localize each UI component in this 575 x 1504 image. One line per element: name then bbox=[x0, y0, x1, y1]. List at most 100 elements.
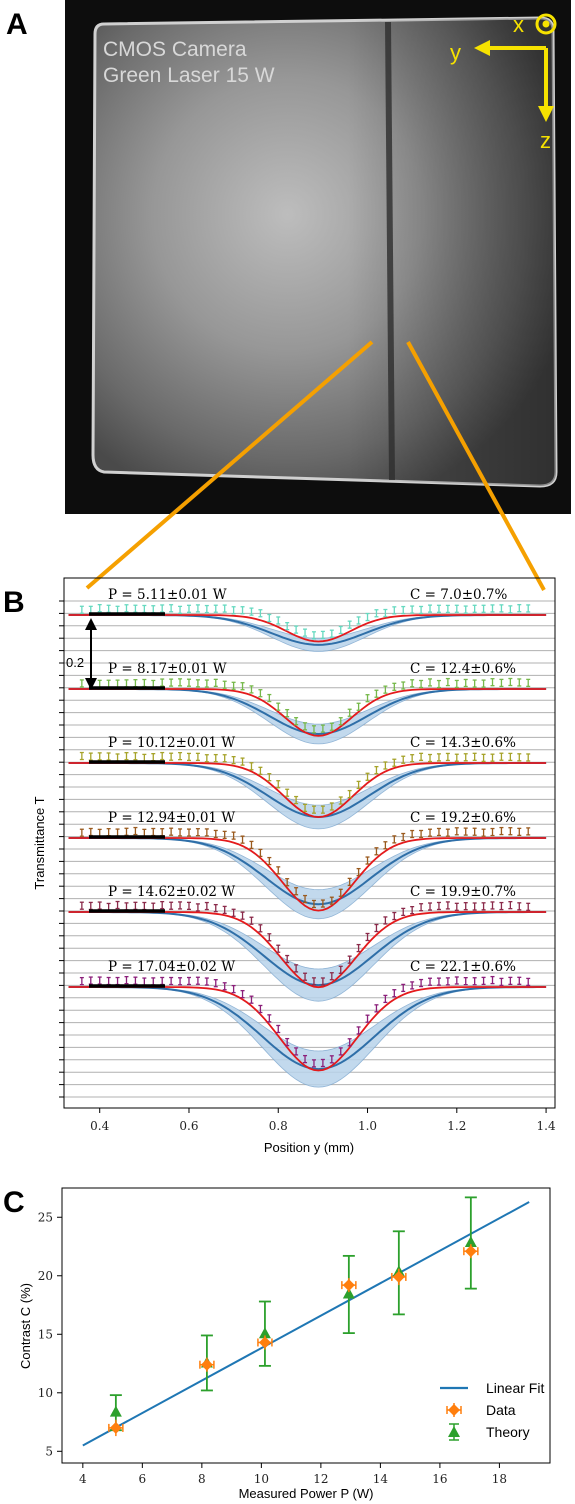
data-point bbox=[267, 856, 272, 866]
data-point bbox=[428, 604, 433, 613]
data-point bbox=[249, 685, 254, 694]
data-point bbox=[303, 972, 308, 981]
data-point bbox=[472, 604, 477, 613]
data-point bbox=[124, 902, 129, 911]
legend-linear-fit-label: Linear Fit bbox=[486, 1380, 544, 1396]
data-point bbox=[79, 751, 84, 761]
data-point bbox=[142, 678, 147, 688]
data-point bbox=[124, 975, 129, 985]
data-point bbox=[508, 605, 513, 614]
x-tick-label: 1.4 bbox=[537, 1119, 556, 1133]
data-point bbox=[222, 982, 227, 991]
data-point bbox=[311, 977, 316, 986]
data-point bbox=[303, 628, 308, 637]
data-point bbox=[311, 725, 316, 734]
data-point bbox=[97, 976, 102, 985]
contrast-label: C = 14.3±0.6% bbox=[410, 735, 516, 751]
data-point bbox=[481, 679, 486, 688]
data-point bbox=[79, 605, 84, 614]
data-point bbox=[338, 965, 343, 974]
data-point bbox=[454, 902, 459, 911]
data-point bbox=[267, 933, 272, 942]
power-label: P = 17.04±0.02 W bbox=[108, 959, 235, 975]
y-ticks bbox=[59, 600, 64, 1098]
data-point bbox=[445, 752, 450, 762]
trace-labels: P = 5.11±0.01 W C = 7.0±0.7% P = 8.17±0.01… bbox=[89, 587, 516, 988]
data-point bbox=[463, 976, 468, 986]
data-point bbox=[383, 916, 388, 925]
data-point bbox=[142, 977, 147, 986]
x-tick-label: 0.4 bbox=[90, 1119, 109, 1133]
data-point bbox=[410, 981, 415, 990]
data-point bbox=[178, 678, 183, 687]
data-point bbox=[481, 604, 486, 613]
data-point bbox=[213, 979, 218, 988]
data-point bbox=[222, 830, 227, 840]
data-point bbox=[436, 901, 441, 911]
data-point bbox=[508, 827, 513, 836]
data-point bbox=[490, 678, 495, 687]
data-point bbox=[365, 694, 370, 703]
x-axis-title: Position y (mm) bbox=[264, 1140, 354, 1155]
z-arrowhead-icon bbox=[538, 106, 554, 122]
data-point bbox=[204, 828, 209, 837]
legend-data-swatch bbox=[446, 1403, 462, 1417]
data-point bbox=[526, 604, 531, 613]
data-point bbox=[481, 753, 486, 762]
data-point bbox=[419, 829, 424, 839]
power-label: P = 14.62±0.02 W bbox=[108, 884, 235, 900]
data-point bbox=[294, 717, 299, 726]
data-point bbox=[106, 679, 111, 688]
data-point bbox=[490, 604, 495, 613]
data-point bbox=[231, 908, 236, 917]
data-point bbox=[499, 901, 504, 911]
data-point bbox=[320, 977, 325, 986]
panel-label-c: C bbox=[3, 1186, 25, 1219]
data-point bbox=[204, 604, 209, 614]
data-point bbox=[79, 976, 84, 986]
data-point bbox=[517, 976, 522, 985]
data-point bbox=[303, 803, 308, 813]
data-point bbox=[436, 977, 441, 986]
data-point bbox=[392, 606, 397, 615]
data-point bbox=[454, 604, 459, 613]
data-point bbox=[320, 899, 325, 908]
y-arrowhead-icon bbox=[474, 40, 490, 56]
data-point bbox=[106, 752, 111, 761]
data-point bbox=[186, 604, 191, 613]
linear-fit-line bbox=[82, 1201, 530, 1447]
contrast-label: C = 19.9±0.7% bbox=[410, 884, 516, 900]
data-point bbox=[392, 835, 397, 844]
data-point bbox=[258, 1004, 263, 1014]
data-point bbox=[97, 603, 102, 613]
data-point bbox=[401, 832, 406, 842]
data-point bbox=[320, 805, 325, 814]
x-tick-label: 18 bbox=[492, 1472, 507, 1486]
data-point bbox=[249, 840, 254, 850]
data-point bbox=[195, 752, 200, 762]
data-point bbox=[329, 1055, 334, 1064]
zoom-line-right bbox=[406, 341, 546, 591]
data-point bbox=[294, 964, 299, 973]
data-point bbox=[213, 829, 218, 839]
data-point bbox=[169, 604, 174, 613]
data-point bbox=[231, 606, 236, 615]
data-point bbox=[383, 685, 388, 694]
x-axis-out-of-page-icon bbox=[535, 13, 557, 35]
data-point bbox=[133, 604, 138, 613]
data-point bbox=[445, 977, 450, 986]
data-point bbox=[436, 753, 441, 762]
data-point bbox=[231, 831, 236, 840]
data-point bbox=[160, 678, 165, 687]
data-point bbox=[463, 753, 468, 762]
data-point bbox=[213, 604, 218, 613]
data-point bbox=[454, 827, 459, 836]
data-point bbox=[115, 976, 120, 986]
data-point bbox=[133, 826, 138, 836]
data-point bbox=[151, 827, 156, 837]
data-point bbox=[410, 905, 415, 915]
data-point bbox=[294, 625, 299, 634]
data-point bbox=[365, 612, 370, 622]
data-point bbox=[240, 757, 245, 766]
data-point bbox=[517, 678, 522, 687]
